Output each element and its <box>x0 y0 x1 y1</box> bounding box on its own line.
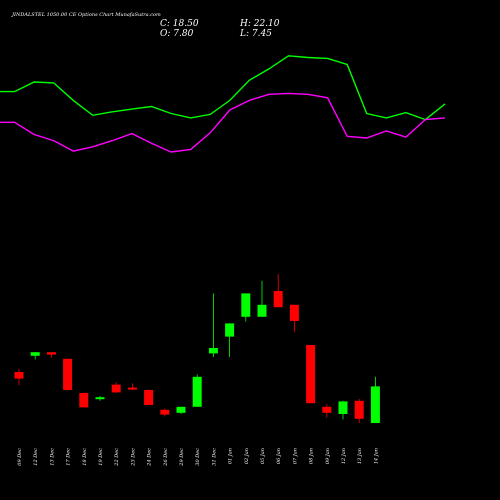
candle-01-jan <box>225 323 235 357</box>
x-tick-label: 09 Dec <box>17 448 23 466</box>
candle-05-jan <box>257 280 267 317</box>
x-tick-label: 29 Dec <box>179 448 185 467</box>
candle-07-jan <box>289 304 299 332</box>
close-value: C: 18.50 <box>160 19 199 29</box>
x-axis-labels: 09 Dec 12 Dec 13 Dec 17 Dec 18 Dec 19 Dec 22 D… <box>17 448 379 467</box>
candle-12-dec <box>30 352 40 360</box>
candle-22-dec <box>111 382 121 393</box>
lower-band-line <box>0 92 446 153</box>
open-value: O: 7.80 <box>160 29 194 39</box>
candle-31-dec <box>208 293 218 357</box>
x-tick-label: 07 Jan <box>292 448 298 464</box>
candle-26-dec <box>160 408 170 417</box>
upper-band-line <box>0 55 446 121</box>
candle-body <box>306 345 316 404</box>
bands-layer <box>0 55 446 153</box>
x-tick-label: 19 Dec <box>98 448 104 466</box>
candle-body <box>111 384 121 393</box>
candle-06-jan <box>273 274 283 308</box>
x-tick-label: 02 Jan <box>244 448 250 464</box>
candle-body <box>127 387 137 390</box>
x-tick-label: 30 Dec <box>195 448 201 466</box>
candle-body <box>241 293 251 317</box>
x-tick-label: 13 Jan <box>357 448 363 464</box>
x-tick-label: 09 Jan <box>325 448 331 464</box>
x-tick-label: 01 Jan <box>228 448 234 464</box>
x-tick-label: 22 Dec <box>114 448 120 467</box>
candle-body <box>370 386 380 423</box>
candle-09-dec <box>14 369 24 386</box>
x-tick-label: 17 Dec <box>66 448 72 466</box>
candle-19-dec <box>95 396 105 401</box>
candle-body <box>144 390 154 405</box>
x-tick-label: 31 Dec <box>211 448 217 466</box>
candle-body <box>176 406 186 413</box>
x-tick-label: 26 Dec <box>163 448 169 467</box>
candle-body <box>273 291 283 308</box>
candle-29-dec <box>176 406 186 414</box>
candle-body <box>225 323 235 337</box>
x-tick-label: 08 Jan <box>309 448 315 464</box>
candle-body <box>14 372 24 379</box>
candle-body <box>322 406 332 413</box>
x-tick-label: 12 Jan <box>341 448 347 464</box>
x-tick-label: 13 Dec <box>49 448 55 466</box>
x-tick-label: 12 Dec <box>33 448 39 466</box>
candle-17-dec <box>63 358 73 391</box>
candle-body <box>63 358 73 390</box>
candle-13-dec <box>46 352 56 358</box>
candle-body <box>46 352 56 355</box>
candles-layer <box>14 274 380 423</box>
candle-body <box>257 304 267 317</box>
candle-body <box>30 352 40 356</box>
candle-13-jan <box>354 399 364 423</box>
candle-body <box>192 376 202 407</box>
candle-body <box>95 397 105 400</box>
candle-18-dec <box>79 392 89 408</box>
low-value: L: 7.45 <box>239 29 272 39</box>
candle-08-jan <box>306 345 316 404</box>
x-tick-label: 05 Jan <box>260 448 266 464</box>
candle-body <box>289 304 299 321</box>
candle-30-dec <box>192 374 202 407</box>
candle-24-dec <box>144 389 154 405</box>
x-tick-label: 23 Dec <box>130 448 136 467</box>
x-tick-label: 24 Dec <box>147 448 153 467</box>
x-tick-label: 06 Jan <box>276 448 282 464</box>
chart-title: JINDALSTEL 1050.00 CE Options Chart Muna… <box>11 12 161 18</box>
candle-09-jan <box>322 404 332 418</box>
x-tick-label: 18 Dec <box>82 448 88 466</box>
candle-body <box>79 393 89 408</box>
candle-body <box>160 409 170 415</box>
candle-body <box>208 348 218 354</box>
candle-12-jan <box>338 400 348 420</box>
x-tick-label: 14 Jan <box>373 448 379 464</box>
candle-23-dec <box>127 383 137 390</box>
high-value: H: 22.10 <box>239 19 280 29</box>
candle-02-jan <box>241 293 251 322</box>
candle-body <box>338 401 348 414</box>
candle-body <box>354 400 364 419</box>
candle-14-jan <box>370 376 380 423</box>
